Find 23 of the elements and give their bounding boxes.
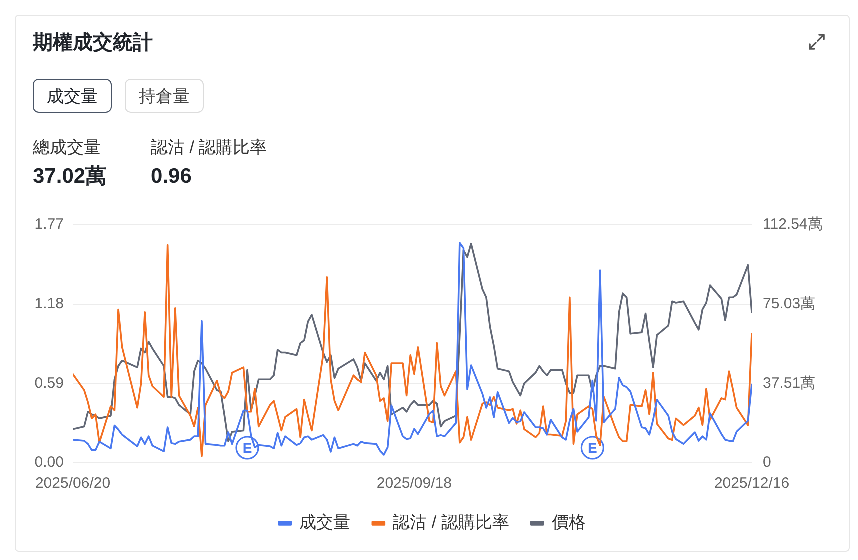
- text: 認沽 / 認購比率: [151, 137, 268, 159]
- y-tick-label: 1.77: [34, 216, 64, 234]
- legend-label: 價格: [552, 513, 586, 532]
- y-tick-label: 0.59: [34, 374, 64, 392]
- y-tick-label: 0.00: [34, 454, 64, 472]
- text: 0.96: [151, 164, 193, 190]
- x-tick-label: 2025/09/18: [376, 475, 452, 492]
- tab-button: 持倉量: [125, 79, 204, 113]
- y-tick-label: 1.18: [34, 295, 64, 312]
- annotation: E: [242, 440, 252, 456]
- legend-label: 認沽 / 認購比率: [393, 513, 510, 532]
- y2-tick-label: 0: [763, 454, 772, 472]
- annotation: E: [588, 440, 598, 456]
- y2-tick-label: 75.03萬: [763, 295, 816, 312]
- x-tick-label: 2025/12/16: [714, 475, 790, 492]
- text: 總成交量: [33, 137, 102, 159]
- legend-label: 成交量: [300, 513, 351, 532]
- text: 37.02萬: [33, 164, 107, 190]
- y2-tick-label: 112.54萬: [763, 216, 823, 234]
- y2-tick-label: 37.51萬: [763, 374, 816, 392]
- x-tick-label: 2025/06/20: [35, 475, 111, 492]
- chart-title: 期權成交統計: [33, 31, 153, 55]
- tab-button: 成交量: [33, 79, 112, 113]
